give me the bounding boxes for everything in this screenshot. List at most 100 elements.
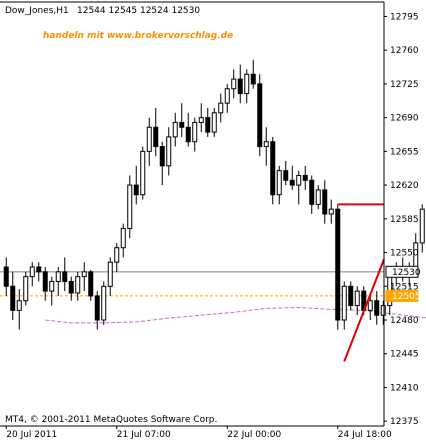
price-tick-label: 12620: [390, 181, 419, 191]
candle-body: [328, 208, 334, 215]
candle-body: [192, 121, 198, 143]
candle: [374, 291, 380, 325]
price-tick-label: 12410: [390, 383, 419, 393]
time-tick-label: 22 Jul 00:00: [227, 430, 281, 440]
candle-body: [62, 271, 68, 282]
candle: [270, 136, 276, 205]
candle: [341, 281, 347, 330]
candle: [42, 267, 48, 301]
candle-body: [211, 112, 217, 133]
candle-body: [127, 184, 133, 229]
candle-body: [120, 227, 126, 249]
candle-body: [322, 189, 328, 215]
candle-body: [348, 285, 354, 307]
candle: [179, 103, 185, 137]
candle-body: [42, 271, 48, 292]
price-tick-label: 12445: [390, 350, 419, 360]
candle: [335, 204, 341, 330]
orange-tag-box: [385, 289, 419, 302]
price-tick-label: 12480: [390, 316, 419, 326]
candle: [380, 300, 386, 325]
candle: [140, 146, 146, 200]
candle-body: [218, 102, 224, 114]
candle: [127, 175, 133, 239]
candles-layer: [3, 59, 425, 330]
candle: [159, 141, 165, 186]
candle: [29, 262, 35, 287]
price-tick-label: 12725: [390, 80, 419, 90]
candle: [244, 69, 250, 104]
price-tick-label: 12690: [390, 114, 419, 124]
candle: [367, 295, 373, 320]
candle: [62, 257, 68, 292]
candle: [218, 93, 224, 123]
symbol-label: Dow_Jones,H1: [5, 6, 69, 16]
candle-body: [75, 276, 81, 294]
candle: [55, 267, 61, 296]
candle-body: [16, 300, 22, 311]
candle-body: [23, 276, 29, 302]
price-tick-label: 12760: [390, 46, 419, 56]
candle: [94, 291, 100, 330]
trend-line: [343, 258, 385, 362]
ohlc-readout: 12544 12545 12524 12530: [77, 6, 200, 16]
candle: [114, 242, 120, 272]
candle: [348, 281, 354, 311]
candle: [257, 74, 263, 157]
candle-body: [335, 208, 341, 321]
candle: [120, 223, 126, 258]
candle: [205, 108, 211, 137]
candle-body: [367, 300, 373, 311]
candle: [36, 262, 42, 282]
candle: [322, 180, 328, 224]
candle: [211, 108, 217, 137]
candle-body: [166, 136, 172, 167]
drawn-lines-layer: [337, 203, 385, 362]
candle-body: [296, 174, 302, 186]
time-tick-label: 24 Jul 18:00: [338, 430, 392, 440]
candle-body: [341, 285, 347, 321]
moving-average-layer: [45, 306, 426, 324]
candle: [263, 127, 269, 166]
candle: [49, 276, 55, 306]
candle-body: [198, 117, 204, 123]
orange-level-tag: 12505: [385, 289, 421, 302]
candle-body: [49, 280, 55, 292]
candle-body: [237, 78, 243, 95]
price-tick-label: 12655: [390, 147, 419, 157]
candle: [283, 161, 289, 186]
candle-body: [55, 271, 61, 282]
candle-body: [185, 126, 191, 143]
candle-body: [3, 266, 9, 287]
candle: [88, 269, 94, 301]
candle: [166, 127, 172, 176]
candle: [16, 289, 22, 330]
candle-body: [315, 189, 321, 205]
candle-body: [270, 141, 276, 196]
candle: [419, 204, 425, 253]
candle-body: [107, 261, 113, 287]
candle-body: [81, 271, 87, 278]
price-tick-label: 12375: [390, 417, 419, 427]
orange-tag-label: 12505: [392, 292, 421, 302]
candle-body: [302, 174, 308, 181]
price-tick-label: 12550: [390, 249, 419, 259]
price-tick-label: 12585: [390, 215, 419, 225]
candle: [192, 117, 198, 152]
candle: [354, 286, 360, 316]
candle: [101, 281, 107, 325]
candle-body: [10, 285, 16, 311]
candle: [198, 103, 204, 133]
candle-body: [257, 83, 263, 148]
moving-average-line: [45, 306, 426, 324]
candle: [309, 175, 315, 214]
candle-body: [380, 305, 386, 316]
candle-body: [101, 285, 107, 321]
candle-body: [244, 73, 250, 95]
candle-body: [289, 179, 295, 186]
candle: [146, 117, 152, 166]
candle-body: [374, 300, 380, 316]
candle-body: [68, 280, 74, 294]
